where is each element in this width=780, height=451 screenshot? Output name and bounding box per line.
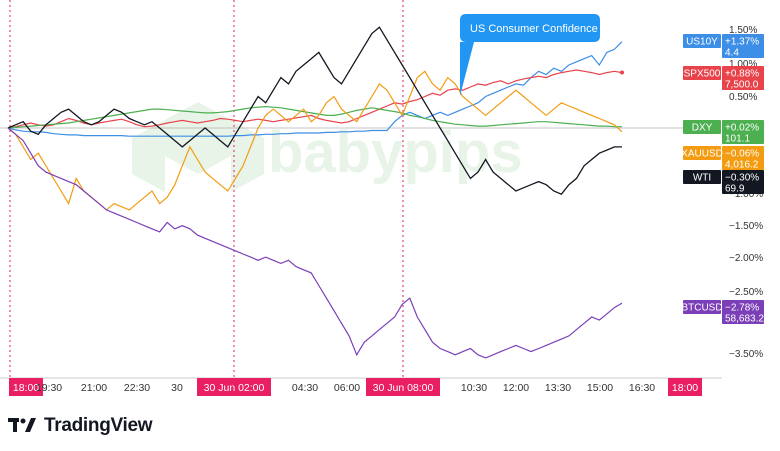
- x-tick-label: 30 Jun 08:00: [373, 382, 434, 394]
- y-tick-label: −1.00%: [729, 189, 763, 200]
- x-tick-label: 18:00: [672, 382, 698, 394]
- x-tick-label: 21:00: [81, 382, 107, 394]
- y-axis: 1.50% 1.00% 0.50% −1.00% −1.50% −2.00% −2.50% −…: [729, 25, 763, 360]
- y-tick-label: 1.00%: [729, 59, 757, 70]
- series-line-dxy: [7, 105, 622, 129]
- y-tick-label: −1.50%: [729, 221, 763, 232]
- series-change: +0.02%: [725, 123, 759, 134]
- watermark-text: babypips: [268, 120, 523, 185]
- series-value: 58,683.2: [725, 314, 764, 325]
- x-tick-label: 18:00: [13, 382, 39, 394]
- x-tick-highlight: [197, 378, 271, 396]
- series-label-btcusd: BTCUSD −2.78%58,683.2: [681, 300, 764, 325]
- footer: TradingView: [8, 414, 153, 438]
- series-value: 69.9: [725, 184, 745, 195]
- x-tick-label: 10:30: [461, 382, 487, 394]
- brand-name: TradingView: [44, 415, 153, 436]
- series-change: −2.78%: [725, 303, 759, 314]
- x-tick-label: 30 Jun 02:00: [204, 382, 265, 394]
- x-tick-label: 12:00: [503, 382, 529, 394]
- series-name: DXY: [692, 123, 713, 134]
- x-tick-label: 04:30: [292, 382, 318, 394]
- series-change: −0.06%: [725, 149, 759, 160]
- y-tick-label: −2.00%: [729, 253, 763, 264]
- x-tick-label: 15:00: [587, 382, 613, 394]
- y-tick-label: −2.50%: [729, 287, 763, 298]
- annotation-callout: US Consumer Confidence: [460, 14, 600, 96]
- series-label-xauusd: XAUUSD −0.06%4,016.2: [681, 146, 764, 171]
- x-tick-label: 22:30: [124, 382, 150, 394]
- x-tick-label: 06:00: [334, 382, 360, 394]
- series-line-spx500: [7, 69, 623, 129]
- annotation-text: US Consumer Confidence: [470, 23, 598, 35]
- series-name: SPX500: [684, 69, 721, 80]
- series-label-us10y: US10Y +1.37%4.4: [683, 34, 764, 59]
- x-tick-label: 30: [171, 382, 183, 394]
- series-change: +1.37%: [725, 37, 759, 48]
- x-tick-highlight: [366, 378, 440, 396]
- series-value: 4,016.2: [725, 160, 759, 171]
- series-name: XAUUSD: [681, 149, 723, 160]
- x-tick-highlight: [668, 378, 702, 396]
- y-tick-label: −3.50%: [729, 349, 763, 360]
- x-tick-label: 16:30: [629, 382, 655, 394]
- series-name: US10Y: [686, 37, 718, 48]
- series-name: BTCUSD: [681, 303, 722, 314]
- series-change: +0.88%: [725, 69, 759, 80]
- series-value: 4.4: [725, 48, 739, 59]
- x-tick-label: 13:30: [545, 382, 571, 394]
- series-value: 7,500.0: [725, 80, 759, 91]
- series-labels: US10Y +1.37%4.4 SPX500 +0.88%7,500.0 DXY +0.0…: [681, 34, 764, 325]
- y-tick-label: 1.50%: [729, 25, 757, 36]
- series-line-wti: [7, 26, 622, 195]
- series-change: −0.30%: [725, 173, 759, 184]
- x-tick-label: 19:30: [36, 382, 62, 394]
- x-tick-highlight: [9, 378, 43, 396]
- series-name: WTI: [693, 173, 711, 184]
- series-label-wti: WTI −0.30%69.9: [683, 170, 764, 195]
- y-tick-label: 0.50%: [729, 92, 757, 103]
- series-line-xauusd: [7, 70, 623, 211]
- series-value: 101.1: [725, 134, 750, 145]
- series-label-spx500: SPX500 +0.88%7,500.0: [683, 66, 764, 91]
- series-line-btcusd: [7, 127, 623, 359]
- series-label-dxy: DXY +0.02%101.1: [683, 120, 764, 145]
- tradingview-logo-icon: [8, 418, 36, 432]
- series-layer: [7, 26, 624, 359]
- series-line-us10y: [7, 41, 623, 137]
- series-end-dot-spx500: [620, 70, 624, 75]
